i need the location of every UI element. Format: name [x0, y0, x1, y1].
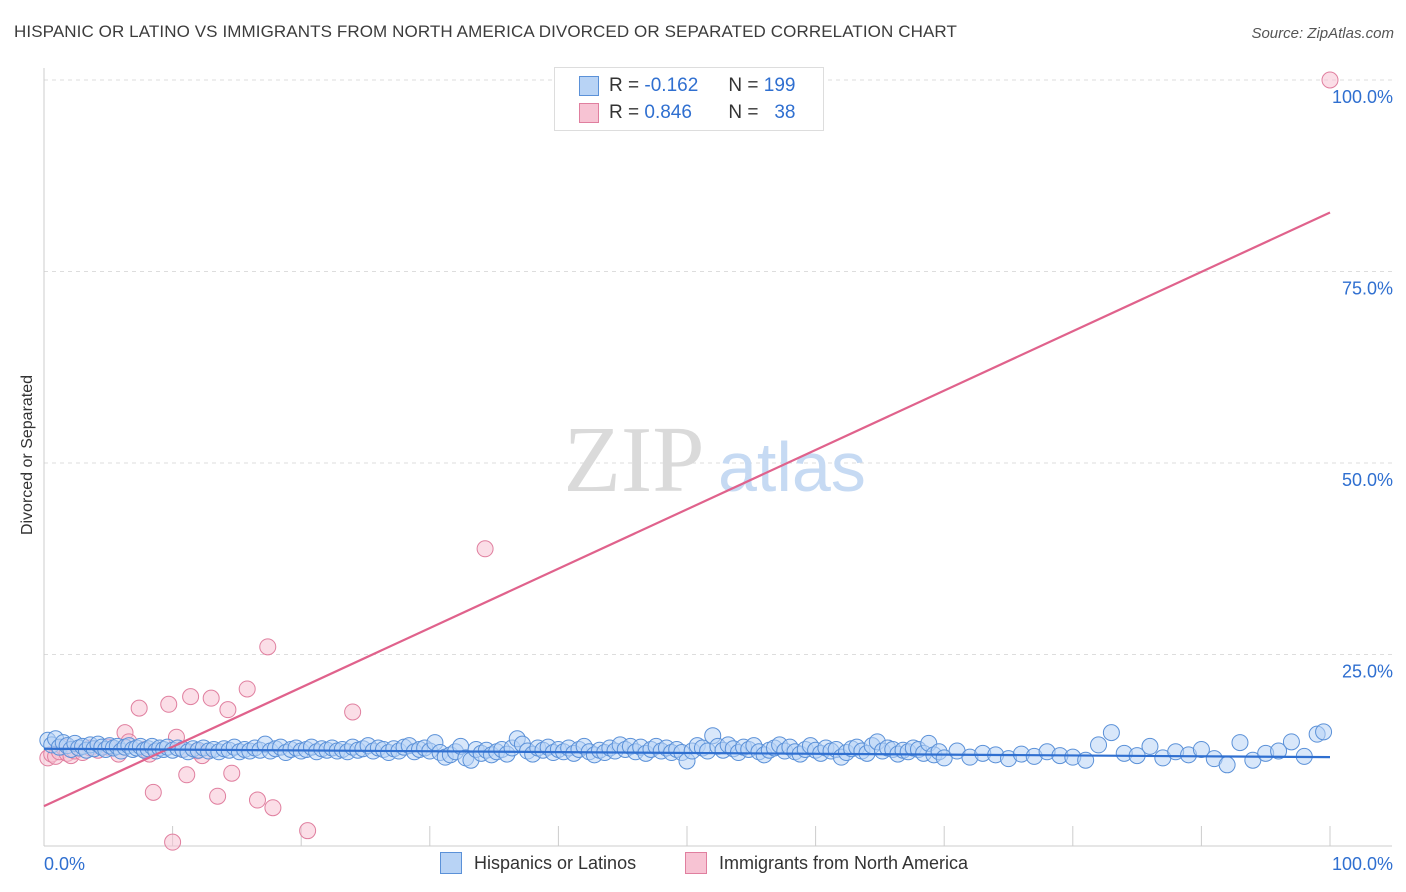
bottom-legend-label-blue: Hispanics or Latinos — [474, 852, 637, 873]
watermark-zip: ZIP — [564, 408, 705, 512]
pink-point — [130, 699, 148, 717]
pink-point — [160, 695, 178, 713]
pink-point — [238, 680, 256, 698]
source-credit: Source: ZipAtlas.com — [1251, 25, 1394, 42]
y-tick-label: 25.0% — [1342, 662, 1393, 682]
pink-point — [144, 783, 162, 801]
blue-trend-line — [43, 747, 1331, 759]
pink-point — [178, 766, 196, 784]
legend-row-pink: R = 0.846 N = 38 — [579, 100, 795, 126]
blue-point — [1231, 734, 1249, 752]
bottom-legend-pink: Immigrants from North America — [685, 852, 968, 874]
legend-r-label: R = — [609, 102, 640, 123]
watermark-atlas: atlas — [718, 428, 866, 506]
pink-point — [1321, 71, 1339, 89]
blue-point — [1315, 723, 1333, 741]
chart-title: HISPANIC OR LATINO VS IMMIGRANTS FROM NO… — [14, 22, 957, 41]
pink-point — [476, 540, 494, 558]
bottom-legend-swatch-blue — [440, 852, 462, 874]
legend-swatch-blue — [579, 76, 599, 96]
pink-trend-line — [43, 211, 1331, 808]
bottom-legend-blue: Hispanics or Latinos — [440, 852, 636, 874]
legend-n-value-blue: 199 — [763, 75, 796, 96]
blue-point — [1218, 756, 1236, 774]
pink-point — [164, 833, 182, 851]
legend-n-label: N = — [728, 102, 759, 123]
blue-point — [1102, 724, 1120, 742]
pink-point — [219, 701, 237, 719]
blue-point — [1282, 733, 1300, 751]
pink-point — [202, 689, 220, 707]
pink-point — [299, 822, 317, 840]
legend-swatch-pink — [579, 103, 599, 123]
y-tick-label: 75.0% — [1342, 279, 1393, 299]
legend-r-label: R = — [609, 75, 640, 96]
pink-point — [182, 688, 200, 706]
bottom-legend-label-pink: Immigrants from North America — [719, 852, 969, 873]
correlation-legend: R = -0.162 N = 199 R = 0.846 N = 38 — [554, 67, 824, 131]
trend-lines — [43, 211, 1331, 808]
legend-r-value-pink: 0.846 — [644, 102, 692, 123]
x-tick-label-max: 100.0% — [1332, 854, 1393, 874]
legend-r-value-blue: -0.162 — [644, 75, 699, 96]
pink-point — [264, 799, 282, 817]
legend-row-blue: R = -0.162 N = 199 — [579, 73, 795, 99]
y-axis-label: Divorced or Separated — [19, 374, 36, 536]
blue-point — [1141, 737, 1159, 755]
y-tick-label: 50.0% — [1342, 470, 1393, 490]
pink-point — [344, 703, 362, 721]
blue-point — [1270, 742, 1288, 760]
y-tick-label: 100.0% — [1332, 87, 1393, 107]
pink-point — [209, 787, 227, 805]
blue-point — [1090, 736, 1108, 754]
pink-point — [223, 764, 241, 782]
x-tick-label-min: 0.0% — [44, 854, 85, 874]
legend-n-value-pink: 38 — [774, 102, 796, 123]
y-tick-labels: 25.0% 50.0% 75.0% 100.0% — [1332, 87, 1393, 682]
grid — [44, 79, 1392, 655]
bottom-legend-swatch-pink — [685, 852, 707, 874]
pink-point — [248, 791, 266, 809]
legend-n-label: N = — [728, 75, 759, 96]
blue-point — [1192, 740, 1210, 758]
pink-point — [259, 638, 277, 656]
